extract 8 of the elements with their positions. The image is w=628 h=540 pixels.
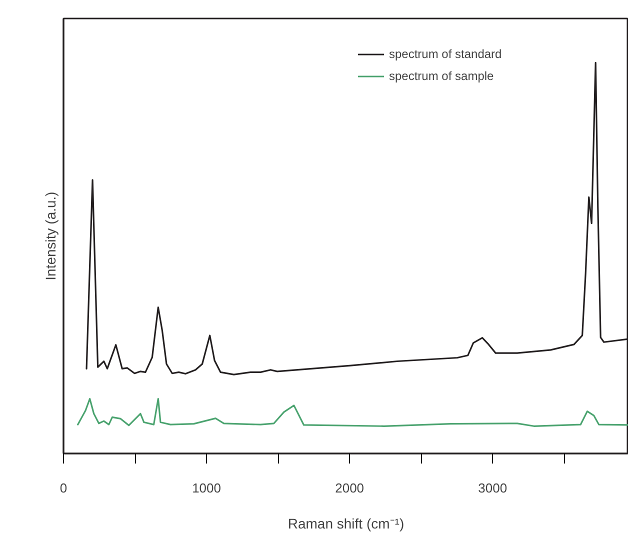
x-axis-title: Raman shift (cm⁻¹) (288, 516, 404, 532)
y-axis-title: Intensity (a.u.) (42, 192, 58, 280)
legend-label: spectrum of sample (389, 69, 494, 83)
x-tick-label: 3000 (478, 480, 508, 496)
x-tick-label: 2000 (335, 480, 364, 496)
x-tick-label: 0 (60, 480, 68, 496)
legend-label: spectrum of standard (389, 47, 502, 61)
x-tick-label: 1000 (192, 480, 221, 496)
